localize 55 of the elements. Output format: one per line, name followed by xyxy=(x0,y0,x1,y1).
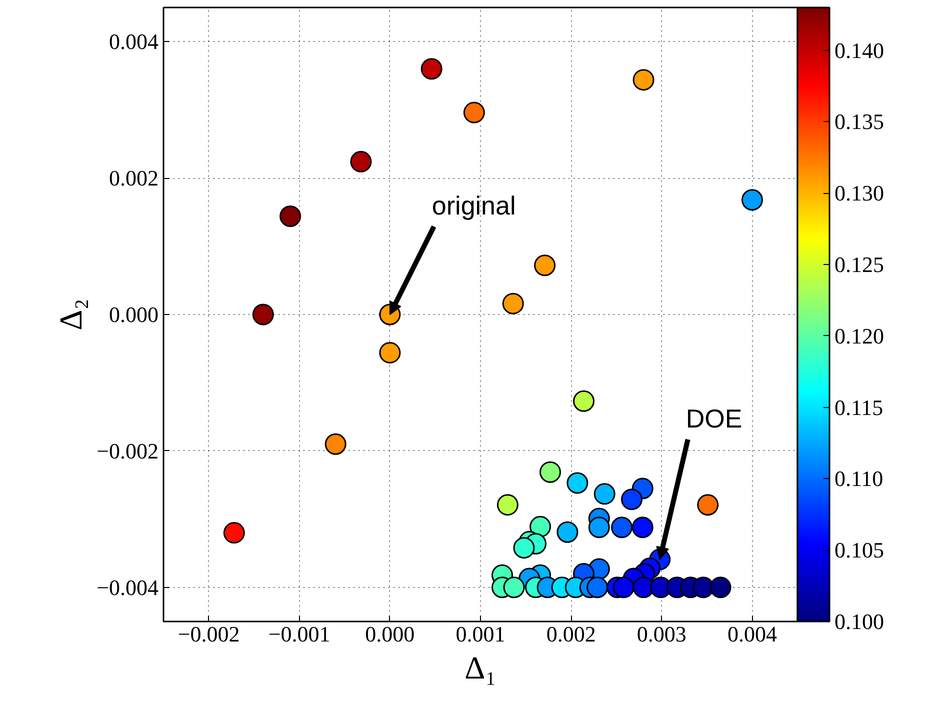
point xyxy=(463,102,485,124)
point xyxy=(379,342,401,364)
x-tick-label: 0.001 xyxy=(456,622,506,646)
point xyxy=(420,58,442,80)
x-tick-label: 0.004 xyxy=(727,622,777,646)
color-bar-label: 0.125 xyxy=(834,252,884,278)
color-bar-label: 0.105 xyxy=(834,538,884,563)
point xyxy=(741,189,763,211)
y-tick-label: 0.002 xyxy=(109,166,158,191)
annotation: original xyxy=(432,190,516,220)
y-tick-label: 0.000 xyxy=(109,302,158,327)
x-tick-label: −0.002 xyxy=(178,622,240,646)
point xyxy=(710,576,732,598)
point xyxy=(697,494,719,516)
y-tick-label: −0.002 xyxy=(96,438,159,464)
y-tick-label: −0.004 xyxy=(96,574,159,600)
annotation: DOE xyxy=(686,403,742,434)
color-bar-label: 0.135 xyxy=(834,109,884,134)
point xyxy=(632,576,654,598)
point xyxy=(632,69,654,91)
y-axis-title: Δ₂ xyxy=(52,298,89,330)
point xyxy=(503,576,525,598)
point xyxy=(324,433,346,455)
color-bar-label: 0.120 xyxy=(834,323,884,348)
point xyxy=(252,304,274,326)
point xyxy=(534,254,556,276)
color-bar-label: 0.130 xyxy=(834,180,884,206)
x-tick-label: −0.001 xyxy=(268,622,330,646)
point xyxy=(556,521,578,543)
color-bar-label: 0.115 xyxy=(834,394,884,420)
point xyxy=(496,494,518,516)
x-tick-label: 0.000 xyxy=(365,622,415,646)
point xyxy=(502,292,524,314)
point xyxy=(513,537,535,559)
point xyxy=(530,516,552,538)
x-axis-title: Δ₁ xyxy=(464,650,496,686)
point xyxy=(586,576,608,598)
x-tick-label: 0.002 xyxy=(546,622,596,646)
color-bar-label: 0.100 xyxy=(834,609,884,634)
point xyxy=(280,206,302,227)
color-bar-label: 0.110 xyxy=(834,466,884,492)
point xyxy=(566,472,588,494)
x-tick-label: 0.003 xyxy=(636,622,686,646)
point xyxy=(588,516,610,538)
point xyxy=(594,483,616,505)
point xyxy=(612,576,634,598)
color-bar-label: 0.140 xyxy=(834,38,884,63)
point xyxy=(539,461,561,483)
point xyxy=(621,488,643,510)
point xyxy=(223,522,245,544)
point xyxy=(611,516,633,538)
point xyxy=(350,150,372,172)
y-tick-label: 0.004 xyxy=(109,29,158,54)
point xyxy=(573,390,594,412)
point xyxy=(632,516,654,538)
